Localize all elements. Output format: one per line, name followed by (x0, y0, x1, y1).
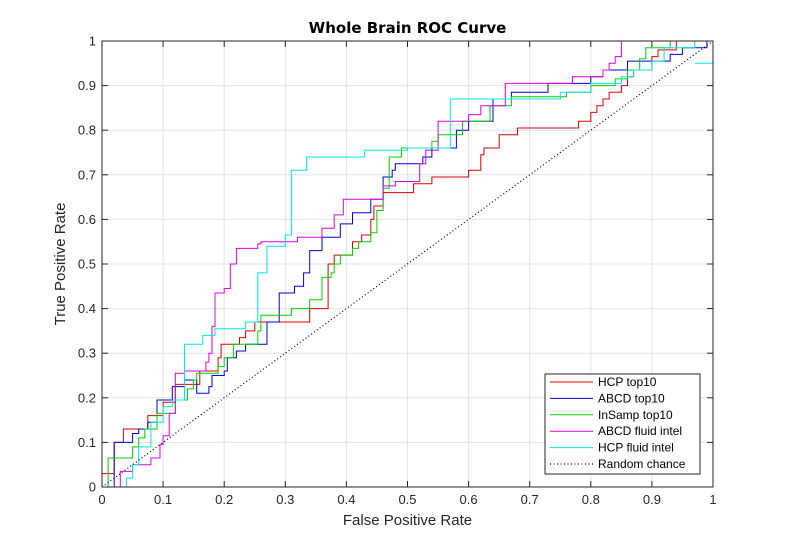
x-tick-label: 0.6 (460, 492, 478, 507)
x-tick-label: 0.9 (643, 492, 661, 507)
series-line-abcd-fluid-intel (102, 40, 713, 488)
x-tick-label: 0.8 (582, 492, 600, 507)
y-tick-label: 0.1 (78, 435, 96, 450)
legend-label-random-chance: Random chance (598, 457, 686, 471)
y-tick-label: 0.5 (78, 257, 96, 272)
x-tick-label: 0.4 (337, 492, 355, 507)
legend: HCP top10 ABCD top10 InSamp top10 ABCD flui… (544, 373, 701, 475)
chart-title: Whole Brain ROC Curve (309, 19, 507, 37)
series-layer (101, 40, 714, 488)
y-tick-label: 0 (89, 480, 96, 495)
x-tick-label: 0.2 (215, 492, 233, 507)
x-tick-label: 1 (709, 492, 716, 507)
legend-label-abcd-top10: ABCD top10 (598, 391, 665, 405)
x-tick-label: 0.5 (398, 492, 416, 507)
x-tick-label: 0.7 (521, 492, 539, 507)
x-tick-label: 0.1 (154, 492, 172, 507)
legend-box (544, 373, 701, 475)
y-tick-label: 0.2 (78, 390, 96, 405)
y-tick-label: 0.7 (78, 167, 96, 182)
x-tick-label: 0.3 (276, 492, 294, 507)
y-tick-label: 1 (89, 34, 96, 49)
legend-label-hcp-fluid-intel: HCP fluid intel (598, 441, 674, 455)
y-tick-label: 0.6 (78, 212, 96, 227)
y-axis-label: True Positive Rate (52, 203, 69, 326)
x-tick-label: 0 (98, 492, 105, 507)
y-tick-label: 0.4 (78, 301, 96, 316)
legend-label-hcp-top10: HCP top10 (598, 375, 657, 389)
series-line-insamp-top10 (102, 40, 713, 488)
series-line-hcp-fluid-intel (102, 40, 714, 488)
legend-label-abcd-fluid-intel: ABCD fluid intel (598, 424, 682, 438)
y-tick-label: 0.3 (78, 346, 96, 361)
ticks: 0 0.1 0.2 0.3 0.4 0.5 0.6 0.7 0.8 0.9 1 0 0.1 0.2 0.3 0… (78, 34, 717, 508)
x-axis-label: False Positive Rate (343, 512, 472, 529)
legend-label-insamp-top10: InSamp top10 (598, 408, 673, 422)
series-line-random-chance (101, 40, 714, 488)
y-tick-label: 0.9 (78, 78, 96, 93)
y-tick-label: 0.8 (78, 123, 96, 138)
